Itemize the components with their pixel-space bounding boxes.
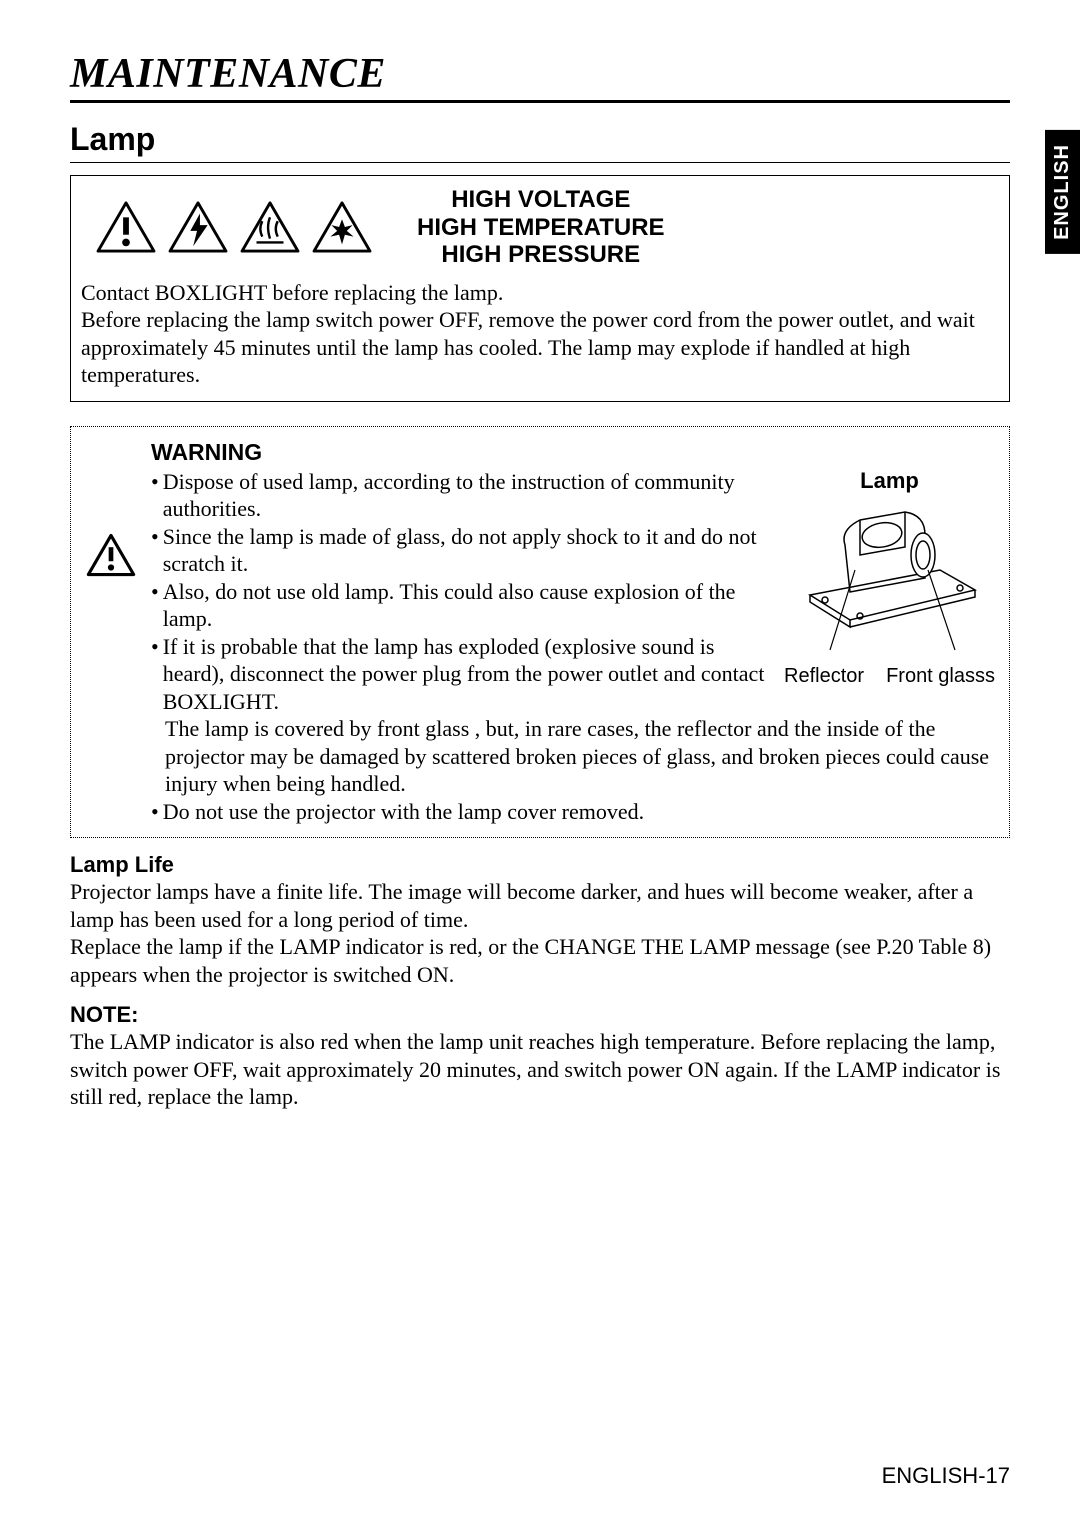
warning-triangle-icon: [95, 200, 157, 254]
hazard-labels: HIGH VOLTAGE HIGH TEMPERATURE HIGH PRESS…: [417, 186, 665, 269]
label-reflector: Reflector: [784, 665, 864, 688]
diagram-labels: Reflector Front glasss: [782, 665, 997, 688]
bullet-4: • If it is probable that the lamp has ex…: [151, 633, 776, 716]
lamp-diagram-svg: [790, 500, 990, 660]
label-front-glass: Front glasss: [886, 665, 995, 688]
bullet-5: • Do not use the projector with the lamp…: [151, 798, 997, 826]
lamp-diagram-title: Lamp: [782, 468, 997, 494]
note-body: The LAMP indicator is also red when the …: [70, 1028, 1010, 1111]
hazard-body-text: Contact BOXLIGHT before replacing the la…: [81, 279, 999, 389]
hazard-box: HIGH VOLTAGE HIGH TEMPERATURE HIGH PRESS…: [70, 175, 1010, 402]
hazard-top-row: HIGH VOLTAGE HIGH TEMPERATURE HIGH PRESS…: [81, 186, 999, 269]
bullet-4-sub: The lamp is covered by front glass , but…: [151, 715, 997, 798]
bullet-1: • Dispose of used lamp, according to the…: [151, 468, 776, 523]
warning-side-icon-wrap: [83, 439, 139, 826]
hot-surface-icon: [239, 200, 301, 254]
hazard-label-temperature: HIGH TEMPERATURE: [417, 214, 665, 242]
hazard-label-voltage: HIGH VOLTAGE: [417, 186, 665, 214]
lamp-diagram: Lamp: [782, 468, 997, 688]
bullet-3: • Also, do not use old lamp. This could …: [151, 578, 776, 633]
high-voltage-icon: [167, 200, 229, 254]
note-heading: NOTE:: [70, 1002, 1010, 1028]
language-tab: ENGLISH: [1045, 130, 1080, 254]
explosion-icon: [311, 200, 373, 254]
lamp-life-heading: Lamp Life: [70, 852, 1010, 878]
lamp-life-body: Projector lamps have a finite life. The …: [70, 878, 1010, 988]
page-title: MAINTENANCE: [70, 50, 1010, 103]
section-heading-lamp: Lamp: [70, 121, 1010, 163]
hazard-label-pressure: HIGH PRESSURE: [417, 241, 665, 269]
page-footer: ENGLISH-17: [882, 1463, 1010, 1489]
warning-triangle-small-icon: [86, 533, 136, 577]
warning-heading: WARNING: [151, 439, 997, 466]
bullet-2: • Since the lamp is made of glass, do no…: [151, 523, 776, 578]
warning-box: WARNING Lamp: [70, 426, 1010, 839]
hazard-icons: [81, 200, 373, 254]
